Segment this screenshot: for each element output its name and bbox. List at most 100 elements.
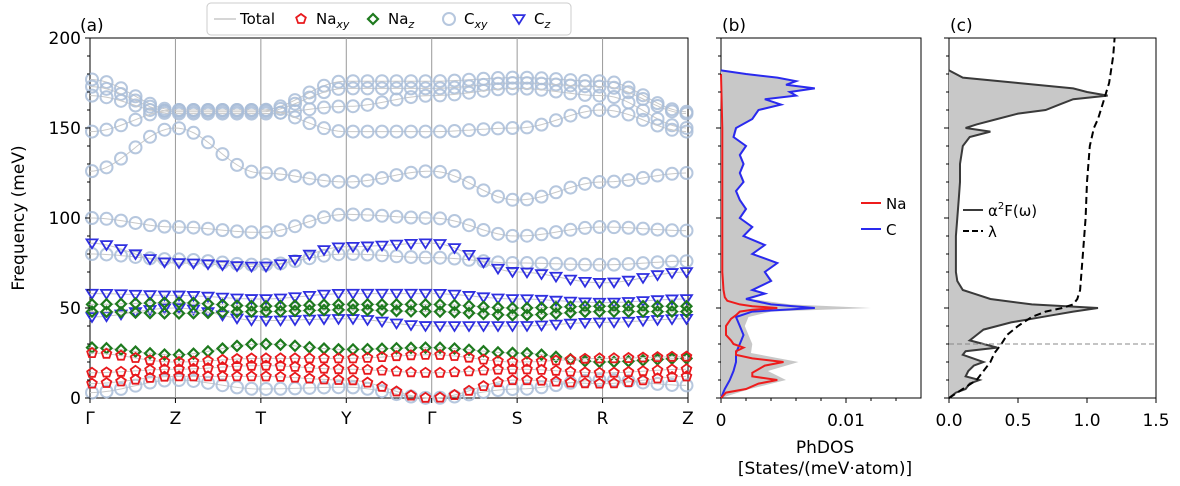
c-xy-marker <box>433 124 447 139</box>
c-xy-marker <box>418 74 433 89</box>
c-z-marker <box>316 289 332 302</box>
c-z-marker <box>476 257 491 269</box>
c-xy-marker <box>621 107 636 122</box>
c-xy-marker <box>346 99 360 114</box>
c-z-marker <box>128 249 143 261</box>
a2f-fill <box>949 70 1108 399</box>
na-xy-marker <box>216 370 229 382</box>
c-z-marker <box>287 292 303 304</box>
c-xy-marker <box>607 90 621 105</box>
na-xy-marker <box>521 355 533 367</box>
c-z-marker <box>418 288 433 301</box>
na-xy-marker <box>535 363 548 375</box>
y-tick-label: 150 <box>49 119 81 139</box>
x-tick-label: Z <box>682 409 694 429</box>
branch-c_xy <box>85 103 694 139</box>
na-xy-marker <box>434 391 446 403</box>
c-xy-marker <box>491 121 505 136</box>
na-xy-marker <box>390 365 403 377</box>
na-xy-marker <box>260 359 272 371</box>
na-z-marker <box>244 305 259 319</box>
c-z-marker <box>548 271 564 284</box>
c-z-marker <box>171 290 187 303</box>
c-xy-marker <box>447 168 462 183</box>
na-z-marker <box>317 303 331 317</box>
na-xy-marker <box>347 363 359 375</box>
branch-c_xy <box>85 121 694 207</box>
c-z-marker <box>490 293 506 306</box>
c-xy-marker <box>520 381 534 396</box>
c-z-marker <box>511 14 527 26</box>
na-z-marker <box>433 341 447 355</box>
c-xy-marker <box>114 248 128 263</box>
c-xy-marker <box>360 173 375 188</box>
na-z-marker <box>607 305 621 319</box>
na-z-marker <box>114 305 128 319</box>
total-dos-fill <box>721 70 871 399</box>
c-z-marker <box>490 263 506 276</box>
c-xy-marker <box>592 373 607 388</box>
c-z-marker <box>577 276 593 289</box>
na-z-marker <box>288 304 302 318</box>
c-z-marker <box>650 295 665 307</box>
x-tick-label: Y <box>340 409 352 429</box>
c-z-marker <box>331 242 346 254</box>
na-xy-marker <box>680 370 693 382</box>
na-xy-marker <box>434 366 446 378</box>
branch-na_xy <box>86 359 693 378</box>
x-tick-label: 0.0 <box>935 411 962 431</box>
na-xy-marker <box>245 370 258 382</box>
na-xy-marker <box>158 355 171 367</box>
c-z-marker <box>171 258 187 270</box>
c-xy-marker <box>505 81 520 96</box>
c-xy-marker <box>375 74 389 89</box>
c-xy-marker <box>404 165 418 180</box>
na-xy-marker <box>463 365 475 377</box>
c-z-marker <box>157 257 172 269</box>
c-xy-marker <box>404 250 418 265</box>
panel-b-label: (b) <box>722 16 746 36</box>
c-xy-marker <box>418 250 433 265</box>
c-z-marker <box>679 314 694 326</box>
c-xy-marker <box>520 70 534 85</box>
na-xy-marker <box>608 352 620 364</box>
x-tick-label: 0.01 <box>827 411 865 431</box>
c-xy-marker <box>563 222 578 237</box>
c-xy-marker <box>607 220 621 235</box>
na-z-marker <box>520 308 534 322</box>
na-z-marker <box>404 297 418 311</box>
na-xy-marker <box>579 366 591 378</box>
c-z-marker <box>389 239 404 252</box>
na-xy-marker <box>405 366 417 378</box>
branch-c_xy <box>85 81 694 135</box>
c-xy-marker <box>491 189 505 204</box>
branch-c_xy <box>85 207 694 243</box>
c-z-marker <box>519 321 535 333</box>
na-xy-marker <box>593 377 606 389</box>
na-xy-marker <box>260 370 272 382</box>
na-xy-marker <box>564 365 577 377</box>
na-xy-marker <box>390 349 403 362</box>
c-z-marker <box>664 268 680 280</box>
c-z-marker <box>258 294 274 306</box>
c-z-marker <box>505 321 520 333</box>
c-xy-marker <box>360 207 375 222</box>
c-z-marker <box>84 238 100 250</box>
c-xy-marker <box>230 224 244 239</box>
na-z-marker <box>375 303 389 318</box>
panel-a-band-structure: 0 50 100 150 200 Γ Z T Y Γ S R Z (a) Frequency (meV… <box>9 16 694 429</box>
c-xy-marker <box>534 227 549 242</box>
na-z-marker <box>418 297 433 311</box>
na-xy-marker <box>274 359 287 372</box>
na-z-marker <box>186 306 201 320</box>
na-z-marker <box>215 305 230 319</box>
na-z-marker <box>360 303 375 317</box>
na-xy-marker <box>274 370 287 382</box>
na-z-marker <box>259 305 273 319</box>
c-z-marker <box>360 288 375 301</box>
c-xy-marker <box>346 124 360 139</box>
c-xy-marker <box>244 164 259 179</box>
c-xy-marker <box>360 247 375 262</box>
na-xy-marker <box>448 388 461 401</box>
